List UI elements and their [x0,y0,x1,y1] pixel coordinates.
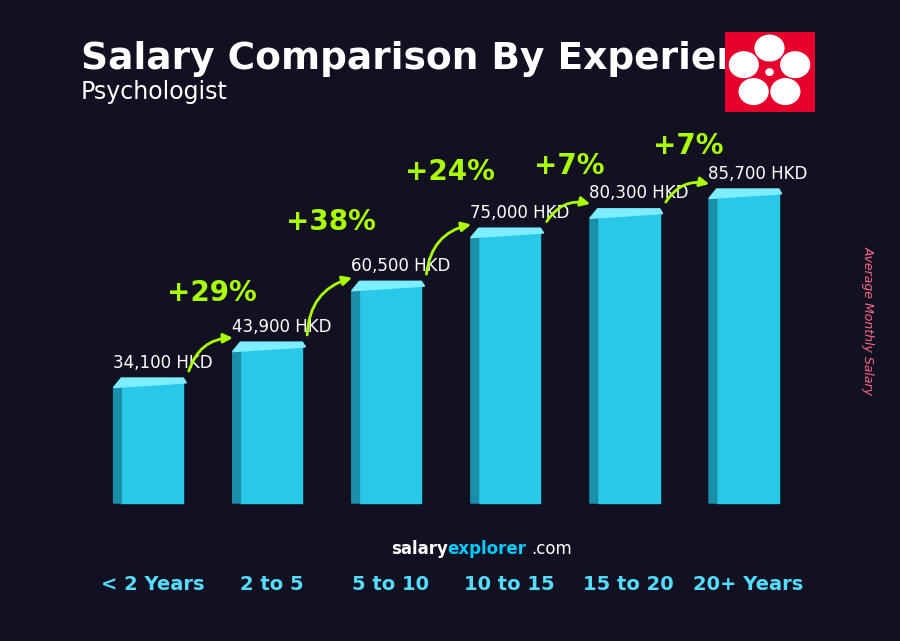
Circle shape [739,79,768,104]
Text: 80,300 HKD: 80,300 HKD [590,184,688,203]
Text: Psychologist: Psychologist [81,80,228,104]
FancyArrowPatch shape [307,277,349,335]
Polygon shape [709,189,782,199]
Text: 60,500 HKD: 60,500 HKD [351,257,451,275]
Text: .com: .com [531,540,572,558]
Bar [122,378,184,503]
Text: +24%: +24% [405,158,495,186]
Circle shape [781,52,810,78]
Text: explorer: explorer [447,540,526,558]
Text: Salary Comparison By Experience: Salary Comparison By Experience [81,41,790,77]
Text: +7%: +7% [534,152,604,180]
Text: 43,900 HKD: 43,900 HKD [232,318,331,336]
Bar [240,342,302,503]
Circle shape [755,35,784,61]
Bar [716,189,778,503]
Polygon shape [113,378,186,388]
Polygon shape [471,228,544,238]
Text: +38%: +38% [286,208,376,236]
Bar [598,209,660,503]
Text: 85,700 HKD: 85,700 HKD [708,165,808,183]
FancyArrowPatch shape [189,335,230,371]
Bar [479,228,541,503]
FancyArrowPatch shape [666,178,706,202]
Text: +29%: +29% [167,279,256,307]
Text: +7%: +7% [652,132,724,160]
Polygon shape [590,209,598,503]
Polygon shape [113,378,122,503]
Polygon shape [233,342,305,352]
FancyArrowPatch shape [546,197,587,222]
FancyArrowPatch shape [427,223,468,274]
Circle shape [766,69,773,76]
Text: 34,100 HKD: 34,100 HKD [113,354,212,372]
Polygon shape [471,228,479,503]
Polygon shape [590,209,662,218]
Polygon shape [233,342,240,503]
Circle shape [759,62,780,82]
Circle shape [771,79,800,104]
Polygon shape [352,281,425,291]
Text: Average Monthly Salary: Average Monthly Salary [862,246,875,395]
Circle shape [729,52,758,78]
Bar [359,281,421,503]
Polygon shape [709,189,716,503]
Text: 75,000 HKD: 75,000 HKD [470,204,570,222]
Polygon shape [352,281,359,503]
Text: salary: salary [391,540,447,558]
